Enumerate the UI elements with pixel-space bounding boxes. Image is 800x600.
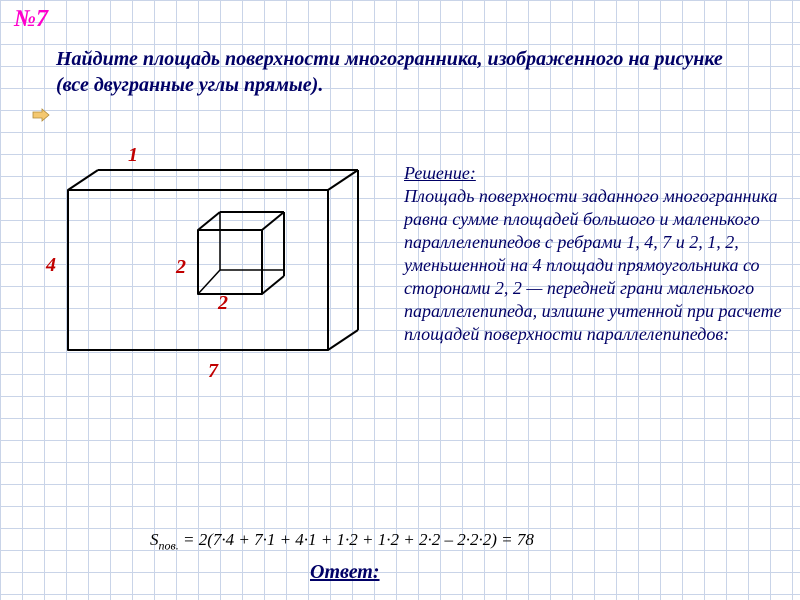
solution-body: Площадь поверхности заданного многогранн… <box>404 186 782 344</box>
dim-label-top: 1 <box>128 144 138 167</box>
solution-heading: Решение: <box>404 163 476 183</box>
polyhedron-diagram <box>58 160 368 380</box>
answer-label: Ответ: <box>310 561 380 584</box>
formula-subscript: пов. <box>159 538 179 552</box>
formula: Sпов. = 2(7·4 + 7·1 + 4·1 + 1·2 + 1·2 + … <box>150 530 534 553</box>
dim-label-inner-left: 2 <box>176 256 186 279</box>
formula-expr: = 2(7·4 + 7·1 + 4·1 + 1·2 + 1·2 + 2·2 – … <box>179 530 534 549</box>
dim-label-inner-bottom: 2 <box>218 292 228 315</box>
problem-number: №7 <box>14 6 48 33</box>
bullet-arrow-icon <box>32 108 50 122</box>
formula-prefix: S <box>150 530 159 549</box>
dim-label-left: 4 <box>46 254 56 277</box>
dim-label-bottom: 7 <box>208 360 218 383</box>
solution-text: Решение: Площадь поверхности заданного м… <box>404 162 784 346</box>
problem-statement: Найдите площадь поверхности многогранник… <box>56 46 756 98</box>
